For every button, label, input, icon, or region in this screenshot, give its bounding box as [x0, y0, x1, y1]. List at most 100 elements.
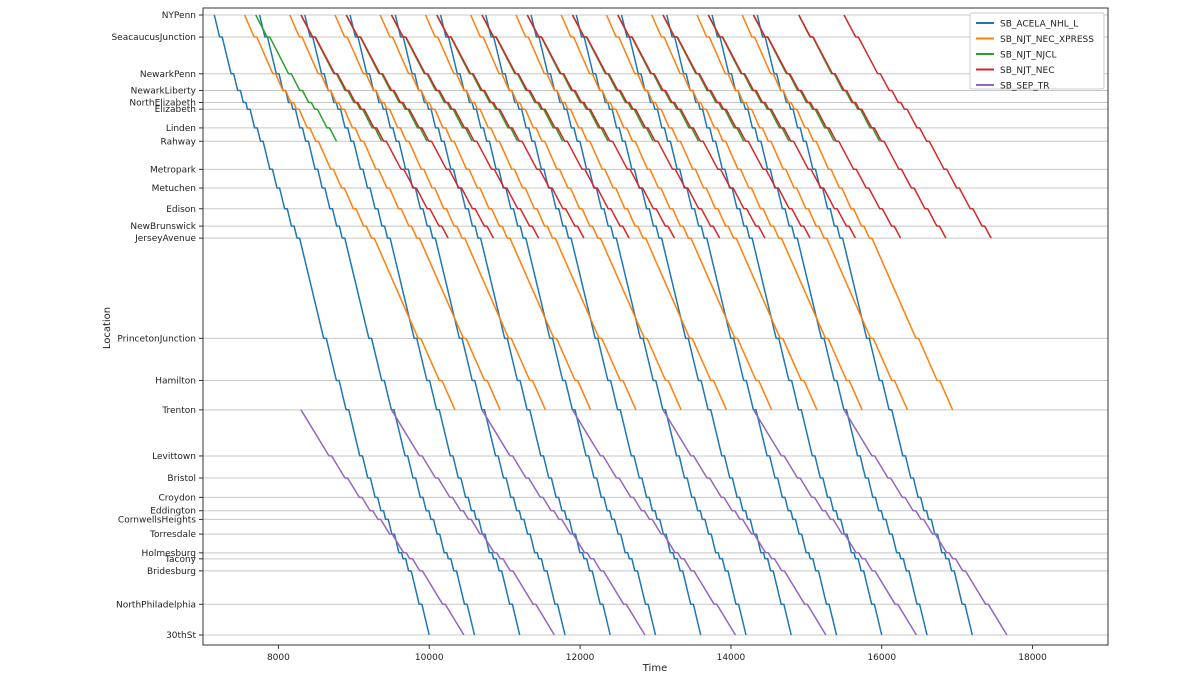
station-grid [203, 14, 1108, 636]
train-path-sb-njt-njcl [436, 14, 519, 142]
legend-label: SB_NJT_NEC [1000, 66, 1054, 76]
train-path-sb-acela-nhl-l [213, 14, 430, 636]
legend-label: SB_NJT_NJCL [1000, 51, 1056, 61]
y-tick-label: Hamilton [155, 376, 196, 386]
train-path-sb-njt-nec-xpress [379, 14, 592, 411]
train-path-sb-njt-nec [843, 14, 992, 239]
y-tick-label: Metropark [150, 165, 197, 175]
y-tick-label: Edison [166, 205, 196, 215]
train-path-sb-njt-njcl [481, 14, 564, 142]
train-path-sb-njt-njcl [617, 14, 700, 142]
train-path-sb-njt-nec [345, 14, 495, 239]
train-path-sb-njt-nec-xpress [470, 14, 682, 411]
train-path-sb-njt-njcl [255, 14, 338, 142]
y-tick-label: Linden [166, 124, 196, 134]
train-path-sb-njt-nec-xpress [560, 14, 773, 411]
y-tick-label: Metuchen [152, 184, 196, 194]
train-path-sb-njt-njcl [390, 14, 473, 142]
train-path-sb-acela-nhl-l [666, 14, 883, 636]
x-tick-label: 14000 [717, 653, 746, 663]
train-path-sb-acela-nhl-l [620, 14, 838, 636]
x-tick-label: 12000 [566, 653, 595, 663]
train-series [213, 14, 1008, 636]
legend-label: SB_SEP_TR [1000, 82, 1049, 92]
y-tick-label: CornwellsHeights [118, 515, 196, 525]
train-path-sb-njt-njcl [300, 14, 383, 142]
train-path-sb-sep-tr [571, 409, 737, 636]
legend-label: SB_ACELA_NHL_L [1000, 20, 1078, 30]
train-path-sb-njt-nec [481, 14, 630, 239]
y-tick-label: PrincetonJunction [117, 334, 196, 344]
train-path-sb-njt-njcl [571, 14, 654, 142]
train-path-sb-njt-nec-xpress [696, 14, 909, 411]
train-path-sb-njt-nec-xpress [515, 14, 728, 411]
y-tick-label: SeacaucusJunction [111, 33, 196, 43]
train-path-sb-njt-nec-xpress [334, 14, 547, 411]
y-tick-label: NorthPhiladelphia [116, 600, 196, 610]
train-path-sb-njt-nec [752, 14, 902, 239]
train-path-sb-njt-nec [798, 14, 947, 239]
train-path-sb-njt-nec [526, 14, 676, 239]
x-axis-label: Time [642, 663, 667, 674]
y-tick-label: Croydon [158, 493, 196, 503]
train-path-sb-njt-nec [300, 14, 449, 239]
train-path-sb-njt-nec-xpress [243, 14, 456, 411]
train-path-sb-njt-nec [390, 14, 540, 239]
legend: SB_ACELA_NHL_L SB_NJT_NEC_XPRESS SB_NJT_NJ… [969, 12, 1105, 92]
train-path-sb-acela-nhl-l [485, 14, 702, 636]
x-tick-label: 18000 [1018, 653, 1047, 663]
y-tick-label: Holmesburg [142, 549, 196, 559]
train-path-sb-acela-nhl-l [530, 14, 747, 636]
train-path-sb-njt-njcl [662, 14, 745, 142]
train-path-sb-njt-nec-xpress [605, 14, 818, 411]
train-path-sb-sep-tr [481, 409, 646, 636]
train-path-sb-sep-tr [843, 409, 1008, 636]
train-path-sb-acela-nhl-l [711, 14, 928, 636]
x-tick-label: 16000 [867, 653, 896, 663]
train-path-sb-sep-tr [752, 409, 918, 636]
train-path-sb-njt-nec [571, 14, 721, 239]
train-path-sb-njt-nec [617, 14, 766, 239]
y-tick-label: Bridesburg [147, 567, 196, 577]
y-tick-label: Eddington [150, 507, 196, 517]
y-tick-label: JerseyAvenue [134, 234, 196, 244]
plot-frame [202, 7, 1109, 646]
train-path-sb-njt-nec-xpress [741, 14, 954, 411]
train-path-sb-acela-nhl-l [349, 14, 566, 636]
train-path-sb-njt-njcl [526, 14, 609, 142]
train-path-sb-njt-nec-xpress [424, 14, 637, 411]
train-path-sb-acela-nhl-l [394, 14, 611, 636]
train-path-sb-sep-tr [390, 409, 556, 636]
train-path-sb-njt-nec-xpress [289, 14, 501, 411]
train-path-sb-njt-nec [662, 14, 811, 239]
y-tick-label: NewBrunswick [130, 222, 196, 232]
x-axis-ticks: 8000 10000 12000 14000 16000 18000 [267, 645, 1047, 663]
train-path-sb-acela-nhl-l [439, 14, 657, 636]
y-tick-label: NYPenn [162, 11, 196, 21]
y-tick-label: Rahway [161, 137, 197, 147]
y-tick-label: Trenton [161, 406, 196, 416]
legend-label: SB_NJT_NEC_XPRESS [1000, 35, 1094, 45]
train-path-sb-njt-njcl [798, 14, 881, 142]
train-path-sb-njt-nec-xpress [651, 14, 863, 411]
y-tick-label: 30thSt [166, 631, 196, 641]
train-path-sb-sep-tr [300, 409, 465, 636]
train-path-sb-sep-tr [662, 409, 827, 636]
legend-items: SB_ACELA_NHL_L SB_NJT_NEC_XPRESS SB_NJT_NJ… [976, 20, 1094, 92]
x-tick-label: 8000 [267, 653, 290, 663]
y-tick-label: Tacony [164, 555, 197, 565]
y-tick-label: NorthElizabeth [129, 99, 196, 109]
station-labels: NYPenn SeacaucusJunction NewarkPenn NewarkL… [111, 11, 203, 641]
train-path-sb-njt-njcl [752, 14, 835, 142]
y-axis-label: Location [102, 307, 113, 349]
y-tick-label: Levittown [152, 452, 196, 462]
train-path-sb-njt-nec [707, 14, 857, 239]
train-path-sb-acela-nhl-l [756, 14, 974, 636]
train-path-sb-njt-nec [436, 14, 585, 239]
y-tick-label: Elizabeth [155, 105, 196, 115]
legend-box [969, 12, 1105, 90]
train-path-sb-acela-nhl-l [258, 14, 476, 636]
train-path-sb-acela-nhl-l [304, 14, 521, 636]
